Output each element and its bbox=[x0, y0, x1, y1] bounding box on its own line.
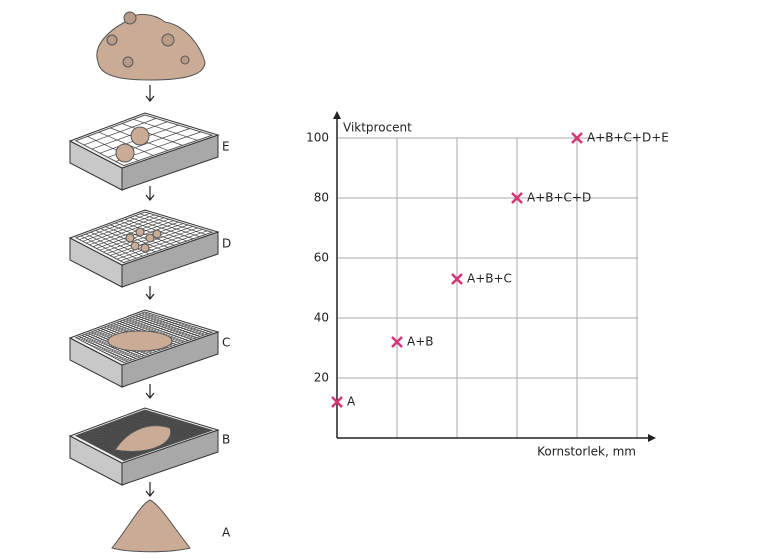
point bbox=[451, 273, 463, 285]
point-label: A bbox=[347, 395, 356, 409]
point-label: A+B+C+D bbox=[527, 191, 591, 205]
mesh-line bbox=[135, 315, 201, 337]
point bbox=[331, 396, 343, 408]
stone bbox=[161, 33, 175, 47]
mesh-line bbox=[122, 429, 211, 461]
stone bbox=[123, 11, 137, 25]
y-axis-arrow bbox=[333, 111, 341, 119]
mesh-line bbox=[134, 413, 199, 436]
mesh-line bbox=[116, 229, 203, 260]
stone bbox=[115, 143, 135, 163]
point bbox=[571, 132, 583, 144]
point-marker bbox=[451, 273, 463, 285]
stone bbox=[130, 126, 150, 146]
stone bbox=[130, 241, 140, 251]
x-axis-title: Kornstorlek, mm bbox=[537, 445, 636, 459]
arrow-head bbox=[145, 95, 155, 102]
mesh-line bbox=[132, 414, 197, 436]
y-tick-label: 20 bbox=[314, 371, 329, 385]
mesh-line bbox=[113, 227, 198, 258]
y-tick-label: 60 bbox=[314, 251, 329, 265]
mesh-line bbox=[141, 411, 208, 433]
sieve-label: E bbox=[222, 140, 230, 154]
point-marker bbox=[511, 192, 523, 204]
stone bbox=[180, 55, 190, 65]
stone bbox=[140, 243, 150, 253]
point-label: A+B+C+D+E bbox=[587, 131, 669, 145]
mesh-line bbox=[120, 220, 181, 244]
point bbox=[511, 192, 523, 204]
mesh-line bbox=[120, 230, 208, 262]
point bbox=[391, 336, 403, 348]
sieve-label: B bbox=[222, 433, 230, 447]
point-label: A+B bbox=[407, 335, 434, 349]
mesh-line bbox=[139, 411, 206, 433]
y-tick-label: 100 bbox=[306, 131, 329, 145]
y-tick-label: 40 bbox=[314, 311, 329, 325]
mesh-line bbox=[134, 215, 200, 237]
mesh-line bbox=[125, 318, 189, 341]
sieve-label: C bbox=[222, 336, 230, 350]
mesh-line bbox=[137, 412, 204, 434]
point-label: A+B+C bbox=[467, 272, 512, 286]
mesh-line bbox=[131, 414, 195, 437]
stone bbox=[122, 56, 134, 68]
stone bbox=[135, 227, 145, 237]
point-marker bbox=[391, 336, 403, 348]
gravel bbox=[107, 330, 173, 352]
mesh-line bbox=[129, 317, 193, 340]
mesh-line bbox=[138, 314, 205, 336]
arrow-head bbox=[145, 490, 155, 497]
arrow-head bbox=[145, 392, 155, 399]
mesh-line bbox=[121, 428, 209, 460]
arrow-head bbox=[145, 194, 155, 201]
sieve-label: A bbox=[222, 526, 231, 540]
arrow-head bbox=[145, 293, 155, 300]
mesh-line bbox=[130, 217, 194, 240]
y-axis-title: Viktprocent bbox=[343, 121, 412, 135]
mesh-line bbox=[103, 223, 184, 253]
mesh-line bbox=[122, 319, 185, 343]
mesh-line bbox=[141, 312, 209, 334]
stone bbox=[106, 34, 118, 46]
sieve-illustration bbox=[68, 11, 220, 553]
mesh-line bbox=[115, 222, 175, 246]
mesh-line bbox=[136, 412, 202, 435]
mesh-line bbox=[143, 410, 210, 432]
point-marker bbox=[571, 132, 583, 144]
rubble-pile bbox=[96, 14, 206, 81]
y-tick-label: 80 bbox=[314, 191, 329, 205]
sand-cone bbox=[111, 499, 191, 553]
stone bbox=[145, 233, 155, 243]
sieve-label: D bbox=[222, 237, 231, 251]
mesh-line bbox=[132, 316, 197, 339]
stone bbox=[152, 229, 162, 239]
sand bbox=[114, 425, 172, 452]
x-axis-arrow bbox=[648, 434, 656, 442]
mesh-line bbox=[139, 213, 206, 235]
point-marker bbox=[331, 396, 343, 408]
stone bbox=[125, 233, 135, 243]
